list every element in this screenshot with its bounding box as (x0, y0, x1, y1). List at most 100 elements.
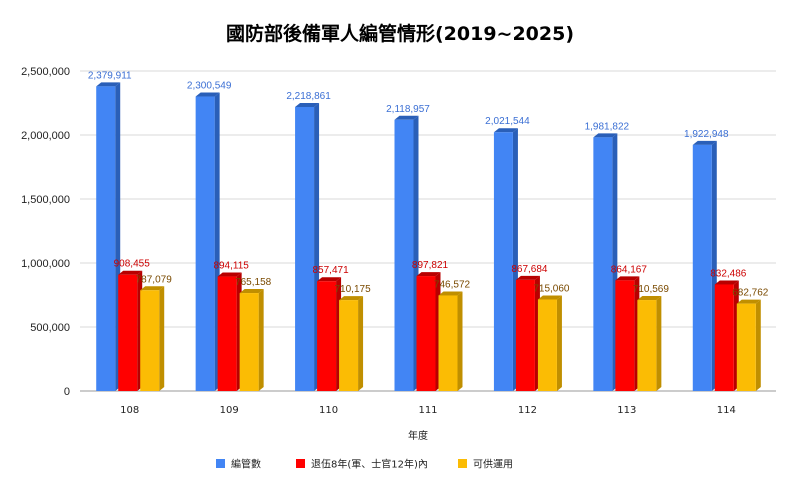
bar-top (637, 296, 662, 301)
bar-front (317, 281, 337, 391)
bar-side (258, 289, 264, 391)
bar (637, 296, 662, 391)
data-label: 682,762 (732, 288, 769, 299)
bar-front (593, 137, 613, 391)
legend-label: 可供運用 (473, 458, 513, 471)
bar-front (295, 106, 315, 392)
bar-side (159, 286, 165, 391)
bar-front (118, 274, 138, 391)
y-tick-label: 500,000 (30, 322, 70, 334)
bar-top (692, 140, 717, 145)
bar-top (493, 128, 518, 133)
bar-front (438, 295, 458, 391)
bars: 2,379,911 908,455 787,079 2,300,549 894,115 7… (88, 70, 769, 392)
legend-item: 退伍8年(軍、士官12年)內 (296, 458, 428, 471)
bar-top (593, 133, 618, 138)
bar-side (358, 296, 364, 391)
bar-front (96, 86, 116, 391)
data-label: 746,572 (434, 279, 471, 290)
data-label: 894,115 (213, 261, 249, 272)
bar-top (339, 296, 364, 301)
bar-top (195, 92, 220, 97)
bar (295, 102, 320, 392)
legend-label: 退伍8年(軍、士官12年)內 (311, 458, 428, 471)
y-tick-label: 1,000,000 (21, 258, 70, 270)
bar (140, 286, 165, 391)
data-label: 2,379,911 (88, 70, 132, 81)
data-label: 857,471 (312, 265, 349, 276)
legend-item: 編管數 (216, 458, 261, 471)
data-label: 897,821 (412, 260, 449, 271)
y-tick-label: 2,500,000 (21, 66, 70, 78)
data-label: 2,218,861 (286, 91, 331, 102)
x-tick-label: 114 (717, 405, 736, 416)
data-label: 710,175 (334, 284, 371, 295)
bar-front (714, 284, 734, 391)
bar-front (537, 299, 557, 391)
y-axis: 0 500,000 1,000,000 1,500,000 2,000,000 2,500… (21, 66, 70, 398)
bar (438, 291, 463, 391)
bar-front (493, 132, 513, 391)
data-label: 2,300,549 (187, 81, 232, 92)
bar-top (537, 295, 562, 300)
data-label: 1,981,822 (585, 121, 630, 132)
data-label: 1,922,948 (684, 129, 729, 140)
data-label: 2,021,544 (485, 116, 530, 127)
x-axis-title: 年度 (408, 429, 428, 442)
data-label: 2,118,957 (386, 104, 430, 115)
bar-front (692, 144, 712, 391)
bar-top (140, 286, 165, 291)
bar (339, 296, 364, 391)
x-tick-label: 113 (617, 405, 636, 416)
bar-top (295, 102, 320, 107)
bar (118, 270, 143, 391)
bar-front (339, 300, 359, 391)
bar-side (457, 291, 463, 391)
bar-side (656, 296, 662, 391)
bar (493, 128, 518, 391)
bar-top (736, 299, 761, 304)
bar-top (96, 82, 121, 87)
bar-side (556, 295, 562, 391)
bar (537, 295, 562, 391)
bar-top (239, 289, 264, 294)
bar (593, 133, 618, 391)
bar (217, 272, 242, 391)
bar-front (515, 279, 535, 391)
x-tick-label: 108 (120, 405, 139, 416)
bar (239, 289, 264, 391)
bar (394, 115, 419, 392)
data-label: 864,167 (611, 264, 648, 275)
bar (692, 140, 717, 391)
legend-swatch (296, 459, 305, 468)
bar-top (438, 291, 463, 296)
bar (195, 92, 220, 392)
bar-front (394, 119, 414, 392)
bar-top (217, 272, 242, 277)
bar (736, 299, 761, 391)
y-tick-label: 0 (64, 386, 70, 398)
x-tick-label: 109 (220, 405, 239, 416)
data-label: 765,158 (235, 277, 272, 288)
x-tick-label: 110 (319, 405, 338, 416)
y-tick-label: 2,000,000 (21, 130, 70, 142)
legend-swatch (216, 459, 225, 468)
bar-top (714, 280, 739, 285)
x-tick-label: 112 (518, 405, 537, 416)
legend: 編管數 退伍8年(軍、士官12年)內 可供運用 (216, 458, 513, 471)
bar-front (615, 280, 635, 391)
bar-front (239, 293, 259, 391)
data-label: 908,455 (114, 259, 151, 270)
data-label: 832,486 (710, 268, 747, 279)
bar-front (736, 303, 756, 391)
legend-swatch (458, 459, 467, 468)
data-label: 715,060 (533, 283, 570, 294)
bar-top (615, 276, 640, 281)
chart-title: 國防部後備軍人編管情形(2019~2025) (226, 22, 574, 45)
bar-top (515, 275, 540, 280)
legend-label: 編管數 (231, 458, 261, 471)
bar-front (416, 276, 436, 391)
bar-front (217, 276, 237, 391)
x-axis: 108 109 110 111 112 113 114 (120, 405, 736, 416)
